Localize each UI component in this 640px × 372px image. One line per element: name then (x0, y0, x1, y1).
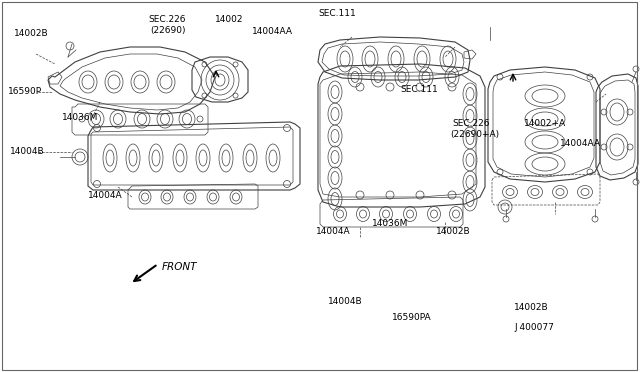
Text: 14036M: 14036M (372, 219, 408, 228)
Text: 14002+A: 14002+A (524, 119, 566, 128)
Text: 14036M: 14036M (62, 112, 99, 122)
Text: 14004B: 14004B (10, 148, 45, 157)
Text: J 400077: J 400077 (514, 323, 554, 331)
Text: SEC.111: SEC.111 (318, 10, 356, 19)
Text: 16590P: 16590P (8, 87, 42, 96)
Text: 14002: 14002 (215, 15, 243, 23)
Text: 14004AA: 14004AA (252, 28, 293, 36)
Text: (22690): (22690) (150, 26, 186, 35)
Text: 14002B: 14002B (436, 228, 470, 237)
Text: 14004A: 14004A (88, 192, 123, 201)
Text: 14002B: 14002B (514, 302, 548, 311)
Text: 16590PA: 16590PA (392, 312, 431, 321)
Text: (22690+A): (22690+A) (450, 129, 499, 138)
Text: SEC.226: SEC.226 (452, 119, 490, 128)
Text: 14004AA: 14004AA (560, 140, 601, 148)
Text: 14004B: 14004B (328, 298, 363, 307)
Text: 14004A: 14004A (316, 228, 351, 237)
Text: 14002B: 14002B (14, 29, 49, 38)
Text: SEC.111: SEC.111 (400, 86, 438, 94)
Text: SEC.226: SEC.226 (148, 15, 186, 23)
Text: FRONT: FRONT (162, 262, 198, 272)
